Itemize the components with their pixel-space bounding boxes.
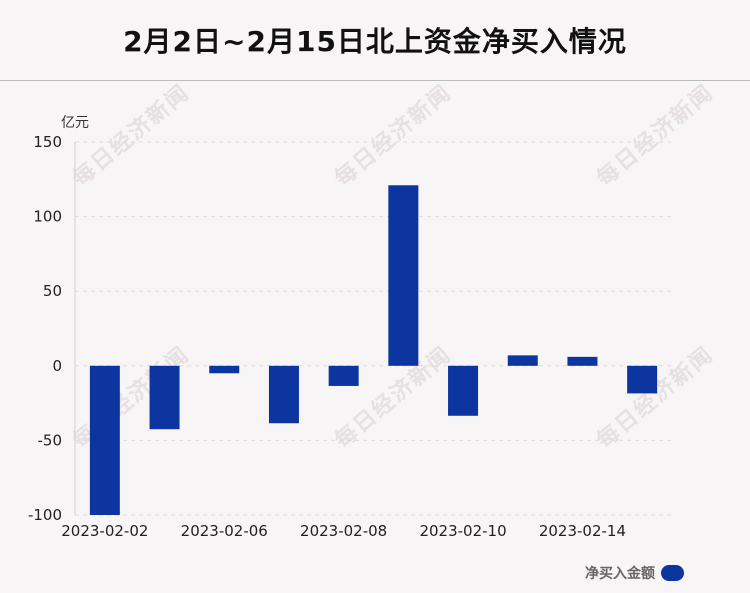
x-tick-label: 2023-02-14 — [539, 522, 626, 540]
y-tick-label: 150 — [33, 133, 62, 151]
x-tick-label: 2023-02-02 — [61, 522, 148, 540]
y-axis-unit: 亿元 — [61, 115, 89, 131]
legend-label: 净买入金额 — [585, 566, 655, 582]
x-tick-label: 2023-02-10 — [419, 522, 506, 540]
chart-title: 2月2日~2月15日北上资金净买入情况 — [123, 25, 627, 58]
bar — [627, 365, 658, 394]
bar — [149, 365, 180, 430]
bar — [507, 355, 538, 366]
y-tick-label: -50 — [38, 431, 63, 449]
bar — [448, 365, 479, 416]
y-tick-label: 100 — [33, 208, 62, 226]
title-bar: 2月2日~2月15日北上资金净买入情况 — [0, 0, 750, 81]
bar — [89, 365, 120, 515]
bar — [388, 185, 419, 366]
bar — [268, 365, 299, 424]
legend: 净买入金额 — [585, 563, 684, 583]
x-tick-label: 2023-02-08 — [300, 522, 387, 540]
bar — [328, 365, 359, 386]
y-tick-label: -100 — [28, 506, 62, 524]
y-tick-label: 0 — [52, 357, 62, 375]
x-tick-label: 2023-02-06 — [181, 522, 268, 540]
legend-swatch — [661, 565, 684, 581]
y-tick-label: 50 — [43, 282, 62, 300]
bar — [209, 365, 240, 374]
bar — [567, 356, 598, 366]
